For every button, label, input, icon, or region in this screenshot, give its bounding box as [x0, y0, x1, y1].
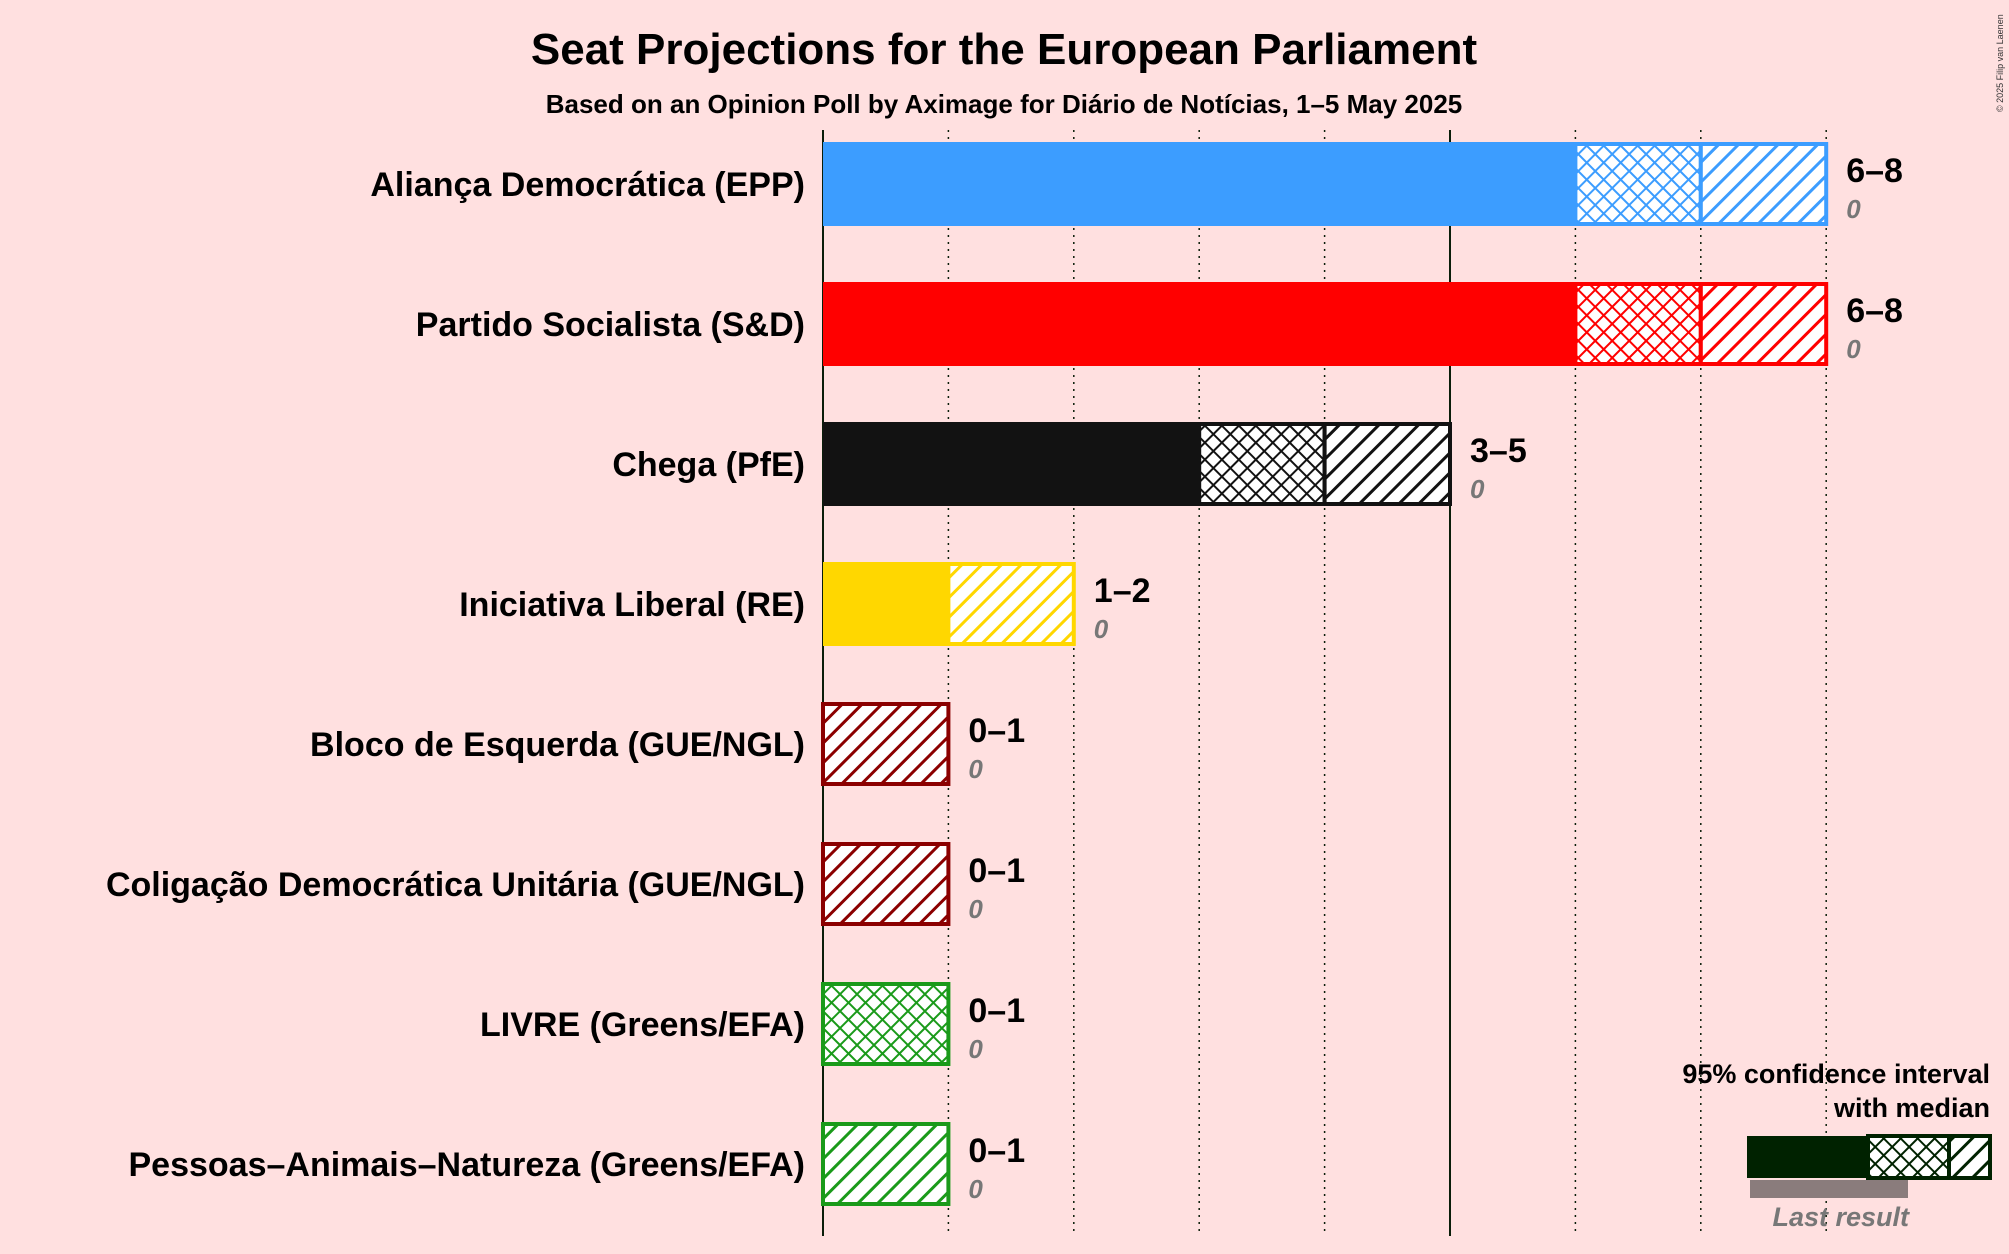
bar-hatch-segment — [821, 842, 951, 926]
range-label: 3–5 — [1470, 432, 1527, 470]
party-row: Chega (PfE) 3–5 0 — [612, 422, 1527, 506]
party-label: LIVRE (Greens/EFA) — [480, 1006, 805, 1044]
party-label: Pessoas–Animais–Natureza (Greens/EFA) — [128, 1146, 805, 1184]
last-result-label: 0 — [1846, 334, 1861, 364]
range-label: 6–8 — [1846, 292, 1903, 330]
legend-hatch-segment — [1947, 1134, 1992, 1180]
range-label: 6–8 — [1846, 152, 1903, 190]
bar-solid-segment — [823, 562, 949, 646]
legend-last-result-label: Last result — [1772, 1202, 1910, 1232]
party-label: Aliança Democrática (EPP) — [370, 166, 805, 204]
bar-hatch-segment — [821, 702, 951, 786]
range-label: 0–1 — [968, 852, 1025, 890]
bar-hatch-segment — [821, 1122, 951, 1206]
bar-solid-segment — [823, 422, 1200, 506]
last-result-label: 0 — [968, 754, 983, 784]
bar-crosshatch-segment — [821, 982, 951, 1066]
party-row: Iniciativa Liberal (RE) 1–2 0 — [459, 562, 1151, 646]
range-label: 0–1 — [968, 712, 1025, 750]
last-result-label: 0 — [1094, 614, 1109, 644]
party-label: Iniciativa Liberal (RE) — [459, 586, 805, 624]
party-label: Coligação Democrática Unitária (GUE/NGL) — [106, 866, 805, 904]
party-row: Partido Socialista (S&D) 6–8 0 — [416, 282, 1903, 366]
last-result-label: 0 — [1846, 194, 1861, 224]
bar-hatch-segment — [1322, 422, 1452, 506]
bar-crosshatch-segment — [1197, 422, 1327, 506]
range-label: 0–1 — [968, 1132, 1025, 1170]
bar-crosshatch-segment — [1573, 282, 1703, 366]
legend: 95% confidence interval with median Last… — [1682, 1059, 1992, 1232]
party-row: Bloco de Esquerda (GUE/NGL) 0–1 0 — [310, 702, 1025, 786]
range-label: 0–1 — [968, 992, 1025, 1030]
party-row: Coligação Democrática Unitária (GUE/NGL)… — [106, 842, 1025, 926]
party-label: Partido Socialista (S&D) — [416, 306, 805, 344]
range-label: 1–2 — [1094, 572, 1151, 610]
chart-title: Seat Projections for the European Parlia… — [531, 25, 1478, 74]
party-label: Chega (PfE) — [612, 446, 805, 484]
bar-hatch-segment — [1698, 142, 1829, 226]
party-row: Pessoas–Animais–Natureza (Greens/EFA) 0–1… — [128, 1122, 1025, 1206]
last-result-label: 0 — [968, 1174, 983, 1204]
legend-crosshatch-segment — [1866, 1134, 1951, 1180]
party-label: Bloco de Esquerda (GUE/NGL) — [310, 726, 805, 764]
party-row: Aliança Democrática (EPP) 6–8 0 — [370, 142, 1903, 226]
bar-hatch-segment — [946, 562, 1076, 646]
legend-last-result-bar — [1750, 1180, 1908, 1198]
last-result-label: 0 — [1470, 474, 1485, 504]
bar-solid-segment — [823, 142, 1576, 226]
bar-hatch-segment — [1698, 282, 1829, 366]
last-result-label: 0 — [968, 1034, 983, 1064]
last-result-label: 0 — [968, 894, 983, 924]
chart-subtitle: Based on an Opinion Poll by Aximage for … — [546, 89, 1463, 119]
legend-title-line1: 95% confidence interval — [1682, 1059, 1990, 1089]
party-row: LIVRE (Greens/EFA) 0–1 0 — [480, 982, 1025, 1066]
copyright-text: © 2025 Filip van Laenen — [1995, 14, 2005, 112]
legend-solid-segment — [1747, 1136, 1868, 1178]
legend-title-line2: with median — [1833, 1093, 1990, 1123]
bar-solid-segment — [823, 282, 1576, 366]
bar-crosshatch-segment — [1573, 142, 1703, 226]
